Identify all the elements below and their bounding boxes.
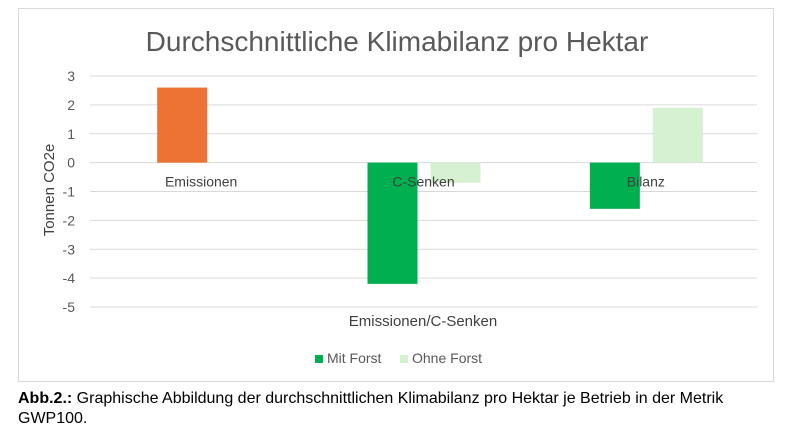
legend-swatch-mit-forst — [315, 355, 323, 363]
legend-label: Mit Forst — [327, 350, 382, 366]
y-tick-label: -5 — [63, 299, 76, 315]
chart-svg: Durchschnittliche Klimabilanz pro Hektar… — [41, 26, 757, 366]
y-tick-label: -3 — [63, 241, 76, 257]
legend-swatch-ohne-forst — [400, 355, 408, 363]
y-axis-title: Tonnen CO2e — [41, 144, 58, 237]
y-tick-label: 3 — [67, 68, 75, 84]
bar-emissionen — [157, 87, 208, 163]
x-axis-title: Emissionen/C-Senken — [349, 313, 497, 330]
chart-title: Durchschnittliche Klimabilanz pro Hektar — [146, 26, 649, 57]
chart-frame: Durchschnittliche Klimabilanz pro Hektar… — [18, 8, 774, 382]
caption-text: Graphische Abbildung der durchschnittlic… — [18, 390, 724, 427]
bar-mit-forst-bilanz — [589, 162, 640, 209]
y-tick-label: -1 — [63, 184, 76, 200]
legend: Mit Forst Ohne Forst — [315, 350, 482, 366]
bars — [157, 87, 703, 284]
caption-label: Abb.2.: — [18, 390, 73, 407]
bar-ohne-forst-bilanz — [652, 107, 703, 163]
y-tick-label: 2 — [67, 97, 75, 113]
y-tick-labels: 3 2 1 0 -1 -2 -3 -4 -5 — [63, 68, 76, 315]
category-label: Bilanz — [627, 174, 665, 190]
y-tick-label: 0 — [67, 155, 75, 171]
figure-caption: Abb.2.: Graphische Abbildung der durchsc… — [18, 389, 778, 429]
y-tick-label: -4 — [63, 270, 76, 286]
y-tick-label: -2 — [63, 212, 76, 228]
bar-mit-forst-c-senken — [367, 162, 418, 284]
category-label: Emissionen — [165, 174, 237, 190]
category-labels: Emissionen C-Senken Bilanz — [165, 174, 665, 190]
y-tick-label: 1 — [67, 126, 75, 142]
legend-label: Ohne Forst — [412, 350, 482, 366]
category-label: C-Senken — [392, 174, 454, 190]
bar-ohne-forst-c-senken — [430, 162, 481, 183]
